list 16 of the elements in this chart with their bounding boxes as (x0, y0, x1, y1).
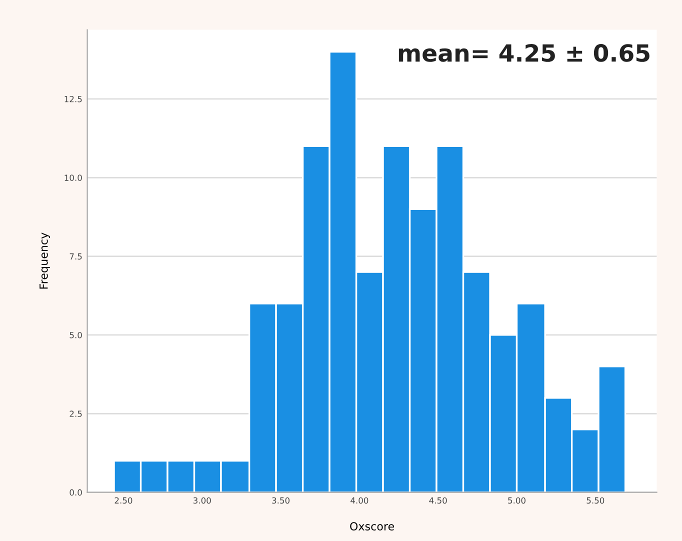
y-tick-label: 10.0 (64, 174, 82, 181)
x-tick-label: 3.00 (193, 497, 211, 504)
y-tick-label: 5.0 (70, 332, 82, 338)
x-tick-label: 4.50 (429, 497, 447, 504)
annotation: mean= 4.25 ± 0.65 (398, 44, 650, 62)
y-tick-label: 7.5 (70, 253, 82, 260)
x-tick-label: 5.50 (586, 497, 604, 504)
x-tick-label: 5.00 (508, 497, 526, 504)
x-tick-label: 4.00 (350, 497, 368, 504)
y-tick-label: 0.0 (70, 489, 82, 496)
x-tick-label: 2.50 (114, 497, 132, 504)
y-tick-label: 2.5 (70, 410, 82, 417)
y-axis-title: Frequency (40, 232, 50, 289)
y-tick-label: 12.5 (64, 96, 82, 102)
x-axis-title: Oxscore (350, 522, 394, 531)
x-tick-label: 3.50 (272, 497, 290, 504)
